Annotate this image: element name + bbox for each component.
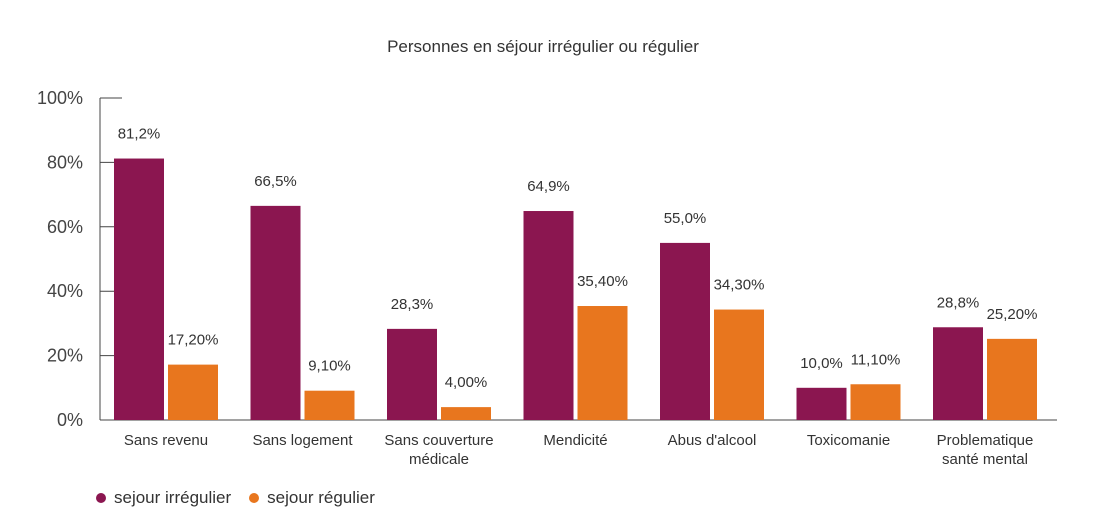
x-tick-label: Abus d'alcool xyxy=(668,432,757,449)
x-tick-label: Problematique xyxy=(937,432,1034,449)
y-tick-label: 100% xyxy=(37,88,83,108)
data-labels: 81,2% 17,20% 66,5% 9,10% 28,3% 4,00% 64,9% 35,4… xyxy=(118,126,1038,392)
chart-title: Personnes en séjour irrégulier ou réguli… xyxy=(387,37,699,56)
bar xyxy=(250,205,301,420)
bar xyxy=(850,384,901,420)
x-tick-label: Mendicité xyxy=(543,432,607,449)
y-tick-label: 80% xyxy=(47,152,83,172)
x-tick-label: Toxicomanie xyxy=(807,432,890,449)
bar xyxy=(168,364,218,420)
data-label: 66,5% xyxy=(254,173,297,190)
y-tick-label: 0% xyxy=(57,410,83,430)
data-label: 28,8% xyxy=(937,294,980,311)
y-tick-label: 20% xyxy=(47,346,83,366)
data-label: 35,40% xyxy=(577,273,628,290)
data-label: 11,10% xyxy=(851,351,901,368)
y-tick-label: 60% xyxy=(47,217,83,237)
x-tick-label: Sans revenu xyxy=(124,432,208,449)
legend: sejour irrégulier sejour régulier xyxy=(96,488,375,508)
data-label: 34,30% xyxy=(714,277,765,294)
data-label: 28,3% xyxy=(391,296,434,313)
bar xyxy=(114,158,164,420)
y-tick-label: 40% xyxy=(47,281,83,301)
bar xyxy=(523,211,574,420)
legend-item-regulier: sejour régulier xyxy=(249,488,375,508)
bar xyxy=(987,338,1037,420)
x-tick-label: Sans logement xyxy=(252,432,353,449)
legend-label-irregulier: sejour irrégulier xyxy=(114,488,232,507)
legend-label-regulier: sejour régulier xyxy=(267,488,375,507)
data-label: 10,0% xyxy=(800,355,843,372)
x-tick-label: Sans couverture xyxy=(384,432,493,449)
data-label: 55,0% xyxy=(664,210,707,227)
bar xyxy=(714,309,764,420)
category-labels: Sans revenu Sans logement Sans couverture m… xyxy=(124,432,1033,468)
x-tick-label: médicale xyxy=(409,451,469,468)
bar xyxy=(577,306,628,420)
data-label: 25,20% xyxy=(987,306,1038,323)
bar xyxy=(660,242,710,420)
data-label: 64,9% xyxy=(527,178,570,195)
legend-marker-regulier xyxy=(249,493,260,503)
bar xyxy=(933,327,983,420)
bar xyxy=(796,387,847,420)
bars xyxy=(114,158,1037,420)
bar xyxy=(441,407,491,420)
legend-item-irregulier: sejour irrégulier xyxy=(96,488,231,508)
x-tick-label: santé mental xyxy=(942,451,1028,468)
data-label: 81,2% xyxy=(118,126,161,143)
data-label: 4,00% xyxy=(445,374,488,391)
data-label: 17,20% xyxy=(168,332,219,349)
bar xyxy=(387,328,437,420)
data-label: 9,10% xyxy=(308,358,351,375)
legend-marker-irregulier xyxy=(96,493,106,503)
bar xyxy=(304,390,355,420)
